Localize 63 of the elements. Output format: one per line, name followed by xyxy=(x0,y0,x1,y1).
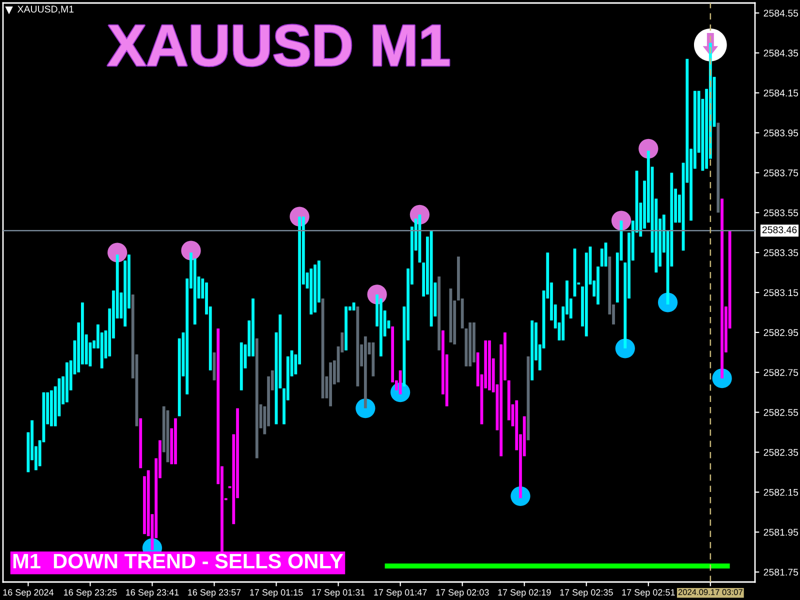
x-tick-label: 17 Sep 01:31 xyxy=(312,589,365,598)
bar xyxy=(139,418,142,468)
bar xyxy=(472,322,476,362)
y-tick-label: 2582.15 xyxy=(764,488,798,496)
y-tick-label: 2582.35 xyxy=(764,448,798,456)
y-tick-label: 2583.55 xyxy=(764,209,798,216)
bar xyxy=(50,390,53,426)
bar xyxy=(468,322,472,366)
bar xyxy=(310,268,313,314)
y-tick-label: 2581.95 xyxy=(764,528,798,536)
bar xyxy=(720,198,724,378)
y-tick-label: 2583.95 xyxy=(764,130,798,136)
annotation: M1 DOWN TREND - SELLS ONLY xyxy=(13,554,344,568)
bar xyxy=(716,122,720,213)
bar xyxy=(398,370,402,394)
x-tick-label: 17 Sep 02:03 xyxy=(436,589,489,598)
bar xyxy=(344,306,348,350)
bar xyxy=(596,266,600,304)
bar xyxy=(488,340,491,390)
bar xyxy=(418,214,422,263)
x-tick-label: 17 Sep 01:15 xyxy=(250,589,303,598)
y-tick-label: 2583.15 xyxy=(764,289,798,296)
x-tick-label: 17 Sep 02:35 xyxy=(560,589,613,598)
y-tick-label: 2582.95 xyxy=(764,329,798,336)
bar xyxy=(372,342,375,376)
x-tick-label: 17 Sep 02:19 xyxy=(498,589,551,598)
y-tick-label: 2584.15 xyxy=(764,90,798,96)
x-tick-label: 16 Sep 23:25 xyxy=(64,589,117,598)
point xyxy=(638,138,658,159)
ref-line-label: 2583.46 xyxy=(762,226,797,234)
bar xyxy=(356,306,360,386)
x-tick-label: 16 Sep 23:41 xyxy=(126,589,179,598)
y-tick-label: 2583.75 xyxy=(764,169,798,176)
bar xyxy=(430,230,433,326)
point xyxy=(611,210,632,230)
y-tick-label: 2582.55 xyxy=(764,409,798,416)
y-tick-label: 2584.35 xyxy=(764,50,798,57)
point xyxy=(108,242,128,262)
y-tick-label: 2584.55 xyxy=(764,10,798,17)
annotation: XAUUSD,M1 xyxy=(18,6,74,14)
x-tick-label: 2024.09.17 03:07 xyxy=(678,589,742,596)
x-tick-label: 17 Sep 01:47 xyxy=(374,589,427,598)
bar xyxy=(314,264,316,312)
bar xyxy=(66,362,68,402)
bar xyxy=(255,338,258,458)
bar xyxy=(174,418,177,464)
point xyxy=(658,292,678,312)
chart-title: XAUUSD M1 xyxy=(108,24,450,66)
bar xyxy=(329,362,332,406)
y-tick-label: 2583.35 xyxy=(764,249,798,256)
x-tick-label: 16 Sep 23:57 xyxy=(188,589,241,598)
bar xyxy=(364,336,367,408)
point xyxy=(181,240,201,260)
bar xyxy=(240,342,243,390)
bar xyxy=(379,298,382,356)
bar xyxy=(438,276,441,350)
bar xyxy=(530,320,534,380)
y-tick-label: 2582.75 xyxy=(764,369,798,376)
x-tick-label: 16 Sep 2024 xyxy=(3,589,54,598)
bar xyxy=(252,298,254,356)
bar xyxy=(352,302,356,310)
y-tick-label: 2581.75 xyxy=(764,568,798,576)
x-tick-label: 17 Sep 02:51 xyxy=(622,589,675,598)
